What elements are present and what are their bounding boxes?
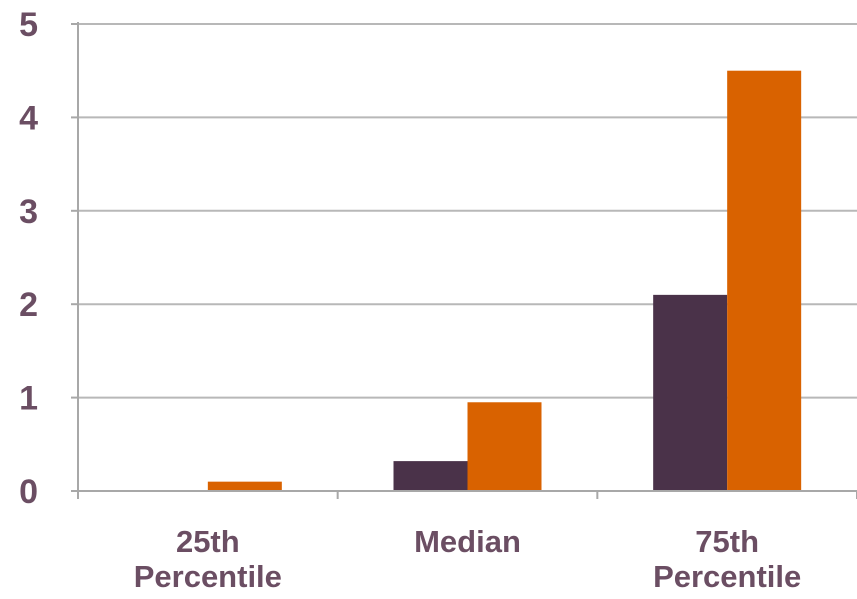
category-label-3: 75th Percentile [653,524,801,594]
category-label-3-line-2: Percentile [653,559,801,594]
category-label-1-line-2: Percentile [134,559,282,594]
category-label-1-line-1: 25th [176,524,240,559]
category-label-1: 25th Percentile [134,524,282,594]
bar-series2-cat2 [467,402,542,491]
bar-series1-cat3 [653,294,728,491]
bar-series2-cat3 [727,70,802,491]
y-tick-label-3: 3 [19,193,38,231]
y-tick-label-0: 0 [19,473,38,511]
category-label-2: Median [414,524,521,559]
axes [71,22,857,499]
bar-series2-cat1 [207,481,282,491]
y-tick-label-1: 1 [19,380,38,418]
y-tick-label-2: 2 [19,286,38,324]
y-tick-label-5: 5 [19,6,38,44]
bars [207,70,802,491]
y-tick-label-4: 4 [19,99,38,137]
category-label-2-line-1: Median [414,524,521,559]
category-label-3-line-1: 75th [695,524,759,559]
bar-series1-cat2 [393,461,468,491]
